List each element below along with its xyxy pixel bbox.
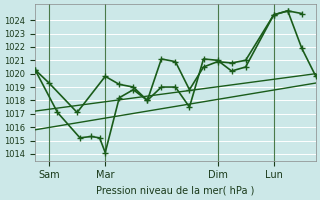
X-axis label: Pression niveau de la mer( hPa ): Pression niveau de la mer( hPa ) bbox=[96, 186, 255, 196]
